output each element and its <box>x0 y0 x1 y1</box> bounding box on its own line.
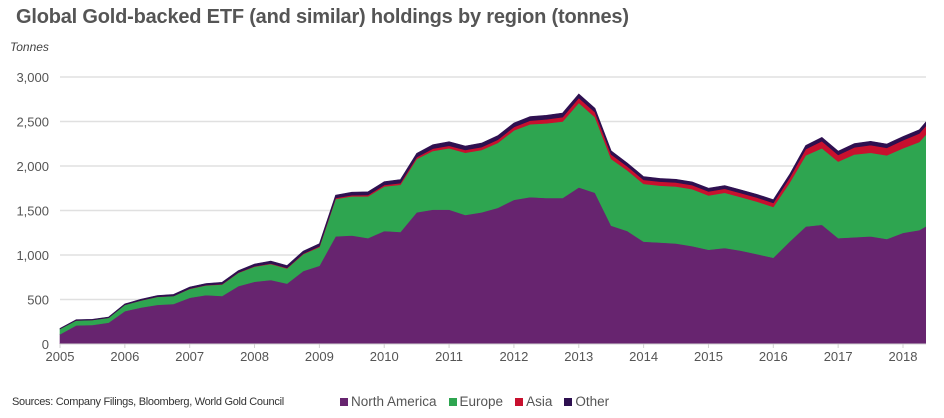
x-tick-label: 2010 <box>370 349 399 364</box>
y-tick-label: 2,500 <box>16 115 49 130</box>
x-tick-label: 2015 <box>694 349 723 364</box>
legend-swatch-other <box>564 397 573 406</box>
x-tick-label: 2014 <box>629 349 658 364</box>
area-series-other <box>59 93 926 330</box>
legend-item-europe: Europe <box>448 394 504 409</box>
legend-label: Europe <box>459 394 504 409</box>
sources-note: Sources: Company Filings, Bloomberg, Wor… <box>12 396 284 408</box>
x-tick-label: 2012 <box>499 349 528 364</box>
legend-label: North America <box>351 394 437 409</box>
legend-label: Other <box>575 394 610 409</box>
stacked-area-chart: 0 500 1,000 1,500 2,000 2,500 3,000 2005 2006 200… <box>16 70 926 364</box>
y-tick-label: 500 <box>27 293 49 308</box>
x-tick-label: 2017 <box>824 349 853 364</box>
x-tick-label: 2006 <box>110 349 139 364</box>
chart-legend: North America Europe Asia Other <box>340 394 609 409</box>
y-tick-label: 3,000 <box>16 70 49 85</box>
axes: 0 500 1,000 1,500 2,000 2,500 3,000 2005 2006 200… <box>16 70 926 364</box>
legend-item-north-america: North America <box>340 394 437 409</box>
x-tick-label: 2018 <box>889 349 918 364</box>
y-tick-label: 2,000 <box>16 159 49 174</box>
legend-label: Asia <box>526 394 553 409</box>
y-axis-unit-label: Tonnes <box>10 40 49 54</box>
x-tick-label: 2005 <box>46 349 75 364</box>
legend-item-asia: Asia <box>515 394 552 409</box>
x-tick-label: 2009 <box>305 349 334 364</box>
chart-title: Global Gold-backed ETF (and similar) hol… <box>16 6 629 28</box>
area-series-group <box>59 93 926 345</box>
x-tick-label: 2007 <box>175 349 204 364</box>
x-tick-label: 2008 <box>240 349 269 364</box>
legend-swatch-asia <box>515 397 524 406</box>
y-tick-label: 1,000 <box>16 248 49 263</box>
legend-item-other: Other <box>564 394 609 409</box>
x-tick-label: 2011 <box>435 349 463 364</box>
y-tick-label: 0 <box>42 337 49 352</box>
legend-swatch-europe <box>448 397 457 406</box>
legend-swatch-north-america <box>340 397 348 406</box>
y-tick-label: 1,500 <box>16 204 49 219</box>
x-tick-label: 2016 <box>759 349 788 364</box>
x-tick-label: 2013 <box>564 349 593 364</box>
